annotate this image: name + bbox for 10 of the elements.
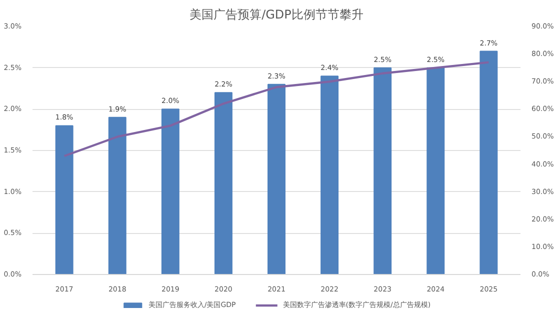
bar bbox=[480, 50, 498, 274]
bar bbox=[55, 125, 74, 274]
bar bbox=[374, 67, 392, 274]
bar bbox=[268, 84, 286, 274]
chart-title: 美国广告预算/GDP比例节节攀升 bbox=[190, 8, 364, 22]
bar bbox=[426, 67, 445, 274]
bar bbox=[320, 76, 339, 274]
bar bbox=[108, 116, 126, 274]
bar bbox=[161, 108, 180, 274]
bar bbox=[214, 92, 232, 274]
